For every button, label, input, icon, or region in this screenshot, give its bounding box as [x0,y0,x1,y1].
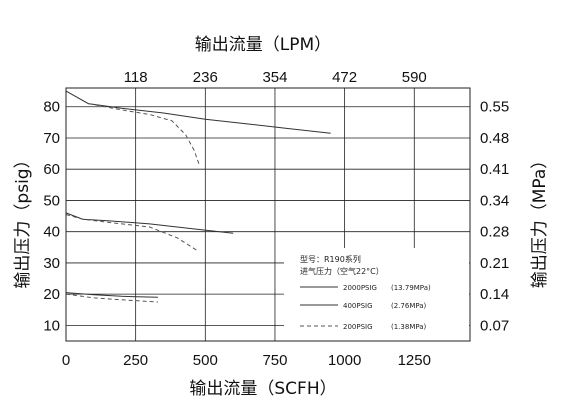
legend-label-200: 200PSIG [343,323,373,331]
x-tick-bottom-0: 0 [62,352,70,369]
y-tick-right-2: 0.21 [480,255,509,272]
x-tick-top-2: 354 [262,69,287,86]
y-tick-left-0: 10 [43,317,60,334]
legend-box [284,248,469,344]
x-tick-top-3: 472 [332,69,357,86]
x-tick-bottom-5: 1250 [398,352,431,369]
legend-title-inlet: 进气压力（空气22°C） [300,266,384,276]
x-tick-top-1: 236 [193,69,218,86]
x-tick-bottom-3: 750 [262,352,287,369]
y-tick-left-4: 50 [43,192,60,209]
grid-lines [66,88,470,341]
legend-value-2000: (13.79MPa) [391,284,431,292]
series-line-2 [65,212,234,234]
y-tick-left-7: 80 [43,99,60,116]
legend-value-400: (2.76MPa) [391,302,427,310]
legend-value-200: (1.38MPa) [391,323,427,331]
series-line-1 [88,103,201,167]
y-tick-left-2: 30 [43,255,60,272]
series-line-5 [65,293,158,303]
y-tick-right-4: 0.34 [480,192,509,209]
y-tick-right-7: 0.55 [480,99,509,116]
plot-frame [65,87,471,342]
y-tick-left-1: 20 [43,286,60,303]
legend-label-2000: 2000PSIG [343,284,377,292]
x-axis-title-bottom: 输出流量（SCFH） [189,379,336,399]
x-tick-bottom-2: 500 [193,352,218,369]
y-tick-left-5: 60 [43,161,60,178]
x-axis-title-top: 输出流量（LPM） [195,35,331,55]
series-line-3 [65,214,198,251]
series-line-4 [65,292,158,298]
x-tick-top-0: 118 [124,69,148,86]
x-tick-bottom-4: 1000 [328,352,361,369]
legend-label-400: 400PSIG [343,302,373,310]
y-tick-left-3: 40 [43,224,60,241]
y-tick-right-5: 0.41 [480,161,509,178]
y-axis-title-right: 输出压力（MPa） [530,152,550,289]
y-axis-title-left: 输出压力（psig） [13,151,33,288]
tick-labels: 0 250 500 750 1000 1250 118 236 354 472 590 10 20 30 4… [43,69,509,369]
y-tick-right-6: 0.48 [480,130,509,147]
y-tick-left-6: 70 [43,130,60,147]
series-lines [65,90,331,303]
legend-title-model: 型号：R190系列 [300,254,361,264]
y-tick-right-1: 0.14 [480,286,509,303]
y-tick-right-0: 0.07 [480,317,509,334]
x-tick-top-4: 590 [402,69,427,86]
x-tick-bottom-1: 250 [123,352,148,369]
y-tick-right-3: 0.28 [480,224,509,241]
series-line-0 [65,90,331,134]
legend: 型号：R190系列 进气压力（空气22°C） 2000PSIG (13.79MP… [284,248,469,344]
